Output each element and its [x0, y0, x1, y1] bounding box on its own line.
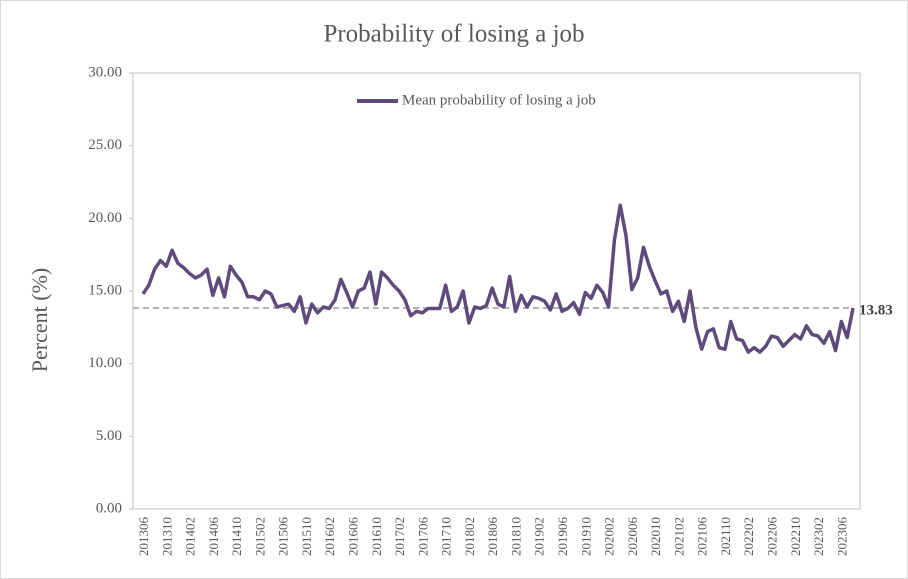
x-tick-label: 201810: [508, 517, 523, 556]
x-tick-label: 201802: [462, 517, 477, 556]
y-tick-label: 30.00: [88, 64, 122, 80]
x-tick-label: 202202: [741, 517, 756, 556]
last-value-label: 13.83: [859, 302, 893, 318]
x-tick-label: 202010: [648, 517, 663, 556]
x-tick-label: 201606: [346, 517, 361, 557]
x-tick-label: 201502: [252, 517, 267, 556]
x-tick-label: 201310: [159, 517, 174, 556]
x-tick-label: 201410: [229, 517, 244, 556]
x-tick-label: 202206: [765, 517, 780, 557]
x-tick-label: 202102: [671, 517, 686, 556]
x-tick-label: 202306: [834, 517, 849, 557]
x-tick-label: 201910: [578, 517, 593, 556]
x-tick-label: 201706: [415, 517, 430, 557]
x-tick-label: 201506: [276, 517, 291, 557]
x-tick-label: 201806: [485, 517, 500, 557]
y-tick-label: 20.00: [88, 210, 122, 226]
y-tick-label: 10.00: [88, 355, 122, 371]
x-tick-label: 202106: [695, 517, 710, 557]
y-tick-label: 5.00: [96, 428, 122, 444]
x-tick-label: 202006: [625, 517, 640, 557]
chart-title: Probability of losing a job: [323, 21, 584, 48]
x-tick-label: 202110: [718, 517, 733, 556]
x-tick-label: 201610: [369, 517, 384, 556]
x-tick-label: 201510: [299, 517, 314, 556]
x-tick-label: 201710: [439, 517, 454, 556]
x-tick-label: 201306: [136, 517, 151, 557]
series-line: [141, 203, 855, 354]
x-tick-label: 201402: [183, 517, 198, 556]
y-tick-label: 0.00: [96, 500, 122, 516]
legend-label: Mean probability of losing a job: [402, 92, 596, 108]
y-axis-label: Percent (%): [27, 268, 52, 372]
x-tick-label: 202002: [602, 517, 617, 556]
x-tick-label: 201406: [206, 517, 221, 557]
x-tick-label: 202210: [788, 517, 803, 556]
x-tick-label: 201906: [555, 517, 570, 557]
y-tick-label: 25.00: [88, 137, 122, 153]
x-tick-label: 201702: [392, 517, 407, 556]
x-tick-label: 201902: [532, 517, 547, 556]
x-tick-label: 202302: [811, 517, 826, 556]
x-tick-label: 201602: [322, 517, 337, 556]
y-tick-label: 15.00: [88, 282, 122, 298]
